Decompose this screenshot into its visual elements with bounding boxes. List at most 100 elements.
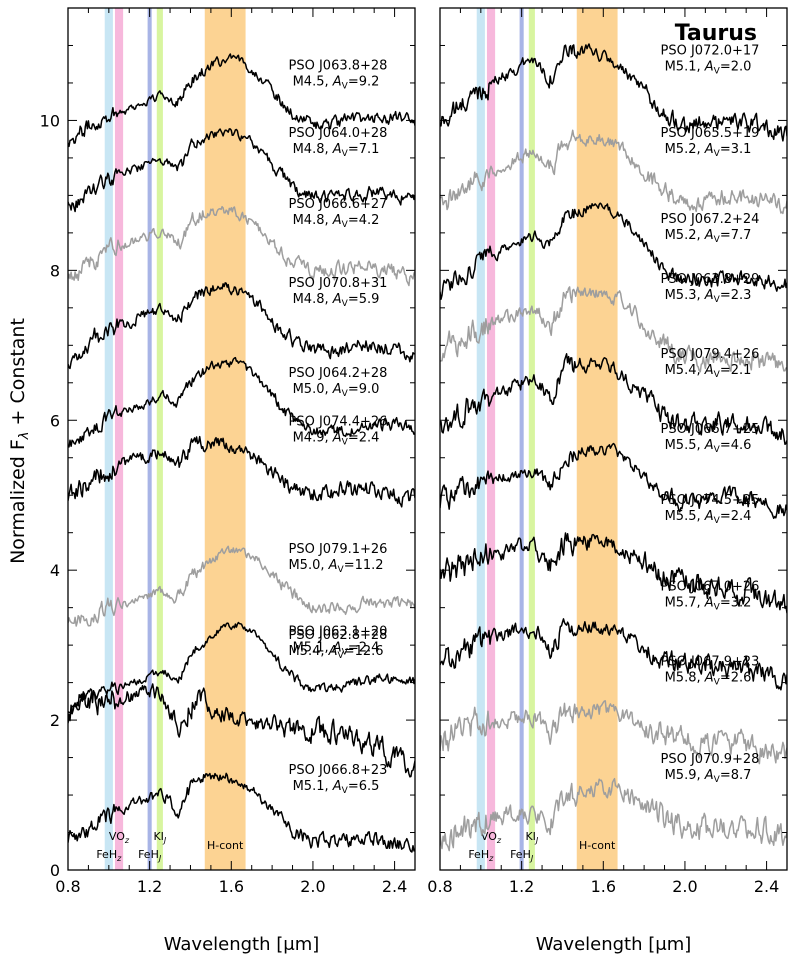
spectrum-pso-j064-0-28	[68, 128, 415, 213]
band-vo-z	[486, 8, 496, 870]
band-feh-j	[147, 8, 152, 870]
y-tick-label: 8	[50, 261, 60, 280]
x-tick-label: 2.0	[672, 877, 697, 896]
x-tick-label: 1.2	[509, 877, 534, 896]
series-info: M4.8, AV=4.2	[293, 213, 380, 230]
band-ki-j	[156, 8, 163, 870]
series-name: PSO J070.8+31	[289, 276, 388, 291]
y-tick-label: 10	[40, 111, 60, 130]
band-label: FeHz	[96, 848, 122, 863]
band-label: VOz	[109, 830, 130, 845]
series-info: M5.5, AV=2.4	[665, 509, 752, 526]
series-info: M5.1, AV=6.5	[293, 779, 380, 796]
series-info: M5.3, AV=2.3	[665, 288, 752, 305]
spectrum-pso-j063-8-29	[440, 286, 787, 373]
axes: 0.8 1.2 1.6 2.0 2.4 Wavelength [μm] Taurus	[427, 7, 788, 955]
series-name: PSO J074.5+25	[661, 493, 760, 508]
y-tick-label: 0	[50, 861, 60, 880]
series-name: PSO J070.9+28	[661, 752, 760, 767]
series-name: PSO J064.0+28	[289, 126, 388, 141]
x-tick-label: 1.6	[219, 877, 244, 896]
spectrum-pso-j063-8-28	[68, 53, 415, 148]
x-tick-label: 1.2	[137, 877, 162, 896]
x-tick-label: 2.4	[382, 877, 407, 896]
y-tick-label: 6	[50, 411, 60, 430]
series-info: M5.4, AV=12.6	[288, 644, 383, 661]
series-name: PSO J067.0+26	[661, 579, 760, 594]
y-tick-label: 4	[50, 561, 60, 580]
series-name: PSO J065.5+19	[661, 126, 760, 141]
spectrum-pso-j079-1-26	[68, 545, 415, 627]
plot-frame	[67, 7, 416, 871]
series-info: M5.2, AV=3.1	[665, 142, 752, 159]
series-name: PSO J067.2+24	[661, 212, 760, 227]
series-name: PSO J064.2+28	[289, 366, 388, 381]
spectrum-pso-j067-2-24	[440, 202, 787, 300]
spectrum-pso-j066-8-23	[68, 772, 415, 853]
band-feh-z	[104, 8, 113, 870]
spectrum-pso-j067-9-23	[440, 700, 787, 765]
series-name: PSO J066.8+23	[289, 763, 388, 778]
series-name: PSO J067.9+23	[661, 654, 760, 669]
spectrum-pso-j062-8-28	[68, 621, 415, 714]
series-info: M5.1, AV=2.4	[293, 640, 380, 657]
band-feh-z	[476, 8, 485, 870]
series-info: M5.7, AV=3.2	[665, 595, 752, 612]
spectra	[68, 53, 415, 853]
feature-bands	[104, 8, 246, 870]
spectrum-pso-j067-0-26	[440, 618, 787, 691]
spectrum-pso-j070-9-28	[440, 777, 787, 852]
series-name: PSO J063.8+29	[661, 272, 760, 287]
spectrum-pso-j079-4-26	[440, 353, 787, 445]
y-axis-label: Normalized Fλ + Constant	[7, 318, 32, 564]
panel-title: Taurus	[675, 21, 757, 46]
axes: 0.8 1.2 1.6 2.0 2.4 0 2 4 6 8 10 Wavelength [μm]	[40, 7, 416, 955]
spectrum-pso-j072-0-17	[440, 43, 787, 142]
series-info: M4.8, AV=5.9	[293, 292, 380, 309]
series-name: PSO J066.7+25	[661, 422, 760, 437]
series-name: PSO J063.8+28	[289, 58, 388, 73]
series-info: M4.5, AV=9.2	[293, 74, 380, 91]
series-info: M4.9, AV=2.4	[293, 431, 380, 448]
band-ki-j	[528, 8, 535, 870]
band-label: H-cont	[579, 839, 616, 852]
series-name: PSO J074.4+26	[289, 415, 388, 430]
series-name: PSO J079.1+26	[289, 542, 388, 557]
spectrum-pso-j070-8-31	[68, 282, 415, 370]
spectrum-pso-j063-1-20	[68, 683, 415, 778]
band-label: KIJ	[525, 830, 538, 845]
series-name: PSO J079.4+26	[661, 347, 760, 362]
x-tick-label: 2.4	[754, 877, 779, 896]
plot-frame	[439, 7, 788, 871]
series-info: M4.8, AV=7.1	[293, 142, 380, 159]
series-info: M5.9, AV=8.7	[665, 768, 752, 785]
spectrum-pso-j065-5-19	[440, 129, 787, 215]
x-tick-label: 1.6	[591, 877, 616, 896]
series-name: PSO J066.6+27	[289, 197, 388, 212]
spectrum-pso-j066-6-27	[68, 205, 415, 287]
band-label: FeHJ	[510, 848, 534, 863]
series-info: M5.0, AV=9.0	[293, 382, 380, 399]
x-axis-label: Wavelength [μm]	[536, 934, 692, 955]
x-tick-label: 0.8	[427, 877, 452, 896]
band-label: KIJ	[153, 830, 166, 845]
series-name: PSO J063.1+20	[289, 624, 388, 639]
y-tick-label: 2	[50, 711, 60, 730]
